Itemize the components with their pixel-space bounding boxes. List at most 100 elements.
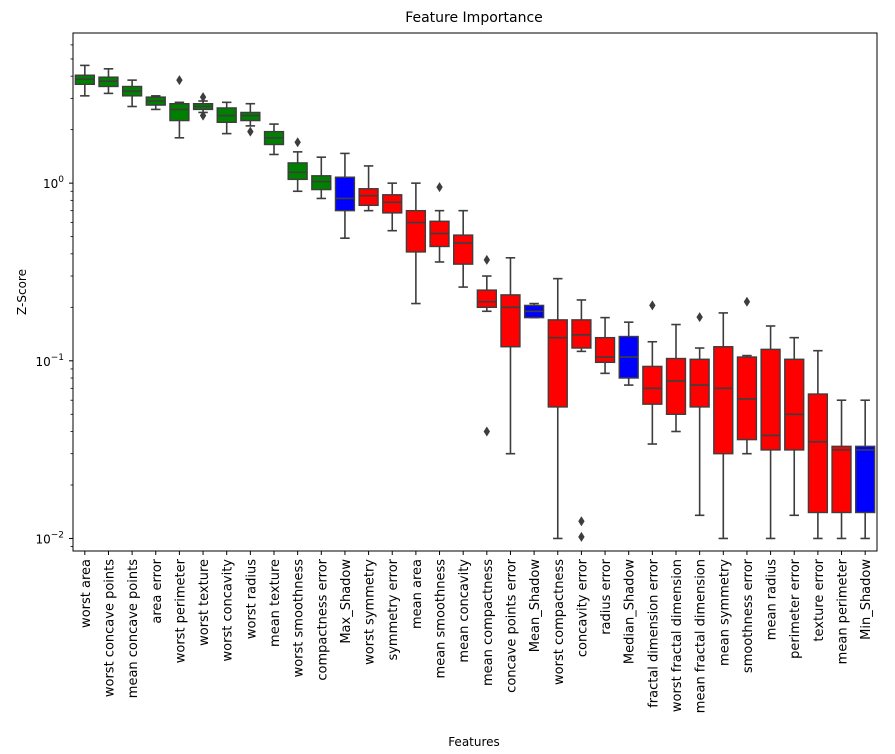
x-axis-label: Features bbox=[448, 735, 500, 749]
x-tick-label: texture error bbox=[812, 558, 827, 641]
box-iqr bbox=[240, 111, 261, 122]
x-tick-label: worst concave points bbox=[102, 559, 117, 697]
outlier-point bbox=[176, 75, 183, 86]
box-mean-compactness bbox=[476, 254, 497, 437]
box-iqr bbox=[855, 445, 876, 514]
box-iqr bbox=[547, 319, 568, 408]
x-tick-label: Max_Shadow bbox=[339, 559, 354, 644]
outlier-point bbox=[199, 110, 207, 121]
box-symmetry-error bbox=[382, 182, 403, 232]
box-iqr bbox=[405, 209, 427, 253]
box-worst-perimeter bbox=[169, 75, 190, 139]
box-radius-error bbox=[594, 316, 616, 375]
x-tick-label: worst perimeter bbox=[173, 558, 188, 663]
box-iqr bbox=[642, 365, 663, 405]
x-tick-label: worst area bbox=[79, 559, 94, 628]
x-tick-label: worst symmetry bbox=[363, 559, 378, 665]
y-tick-label: 10−1 bbox=[35, 353, 64, 369]
box-iqr bbox=[358, 188, 379, 207]
x-tick-label: mean radius bbox=[765, 559, 780, 640]
plot-frame bbox=[72, 32, 878, 552]
box-worst-radius bbox=[240, 102, 261, 137]
box-iqr bbox=[760, 348, 781, 451]
x-tick-label: perimeter error bbox=[788, 558, 803, 659]
outlier-point bbox=[578, 531, 585, 542]
x-tick-label: worst fractal dimension bbox=[670, 559, 685, 712]
x-tick-label: Median_Shadow bbox=[623, 559, 638, 664]
x-tick-label: concave points error bbox=[504, 558, 519, 692]
box-iqr bbox=[571, 319, 592, 349]
box-iqr bbox=[382, 194, 403, 214]
outlier-point bbox=[247, 126, 254, 137]
y-axis: 10−2 10−1 100 bbox=[35, 44, 73, 547]
box-worst-texture bbox=[192, 92, 214, 121]
x-tick-label: mean concave points bbox=[126, 559, 141, 698]
box-iqr bbox=[594, 336, 616, 364]
box-iqr bbox=[784, 358, 805, 451]
x-tick-label: compactness error bbox=[315, 558, 330, 680]
outlier-point bbox=[436, 182, 443, 193]
box-mean-fractal-dimension bbox=[689, 312, 710, 517]
box-iqr bbox=[476, 289, 497, 309]
outlier-point bbox=[294, 137, 301, 148]
box-mean-symmetry bbox=[713, 312, 734, 540]
x-tick-label: worst radius bbox=[244, 559, 259, 639]
x-tick-label: worst texture bbox=[197, 559, 212, 646]
boxplot-series bbox=[74, 64, 876, 542]
x-tick-label: fractal dimension error bbox=[646, 558, 661, 707]
box-fractal-dimension-error bbox=[642, 300, 663, 445]
box-iqr bbox=[500, 294, 521, 348]
box-worst-fractal-dimension bbox=[665, 323, 687, 433]
x-tick-label: worst compactness bbox=[552, 559, 567, 685]
box-mean-concave-points bbox=[121, 79, 143, 108]
x-tick-label: mean compactness bbox=[481, 559, 496, 686]
x-tick-label: Mean_Shadow bbox=[528, 559, 543, 653]
box-iqr bbox=[831, 445, 852, 514]
y-tick-label: 100 bbox=[43, 175, 64, 191]
x-tick-label: worst concavity bbox=[221, 559, 236, 662]
x-tick-label: concavity error bbox=[575, 558, 590, 657]
box-concave-points-error bbox=[500, 256, 521, 455]
box-mean-smoothness bbox=[429, 182, 450, 263]
y-tick-label: 10−2 bbox=[35, 530, 64, 546]
x-axis-tick-labels: worst area worst concave points mean conca… bbox=[79, 551, 874, 713]
x-tick-label: symmetry error bbox=[386, 558, 401, 660]
box-min-shadow bbox=[855, 399, 876, 540]
box-smoothness-error bbox=[736, 296, 758, 455]
x-tick-label: mean perimeter bbox=[836, 558, 851, 664]
box-iqr bbox=[453, 234, 474, 265]
box-compactness-error bbox=[311, 156, 332, 200]
box-area-error bbox=[145, 95, 166, 111]
x-tick-label: mean fractal dimension bbox=[694, 559, 709, 713]
x-tick-label: smoothness error bbox=[741, 558, 756, 673]
box-iqr bbox=[334, 176, 356, 212]
x-tick-label: mean texture bbox=[268, 559, 283, 647]
box-worst-concave-points bbox=[98, 68, 119, 95]
outlier-point bbox=[483, 254, 491, 265]
box-mean-area bbox=[405, 182, 427, 305]
box-median-shadow bbox=[618, 321, 639, 386]
x-tick-label: mean symmetry bbox=[717, 559, 732, 666]
box-texture-error bbox=[807, 349, 829, 540]
y-axis-label: Z-Score bbox=[15, 269, 29, 315]
box-worst-concavity bbox=[216, 101, 237, 135]
box-iqr bbox=[807, 393, 829, 514]
x-tick-label: radius error bbox=[599, 558, 614, 634]
box-mean-perimeter bbox=[831, 399, 852, 540]
box-iqr bbox=[287, 162, 308, 181]
x-tick-label: mean area bbox=[410, 559, 425, 629]
box-iqr bbox=[689, 358, 710, 408]
outlier-point bbox=[199, 92, 207, 103]
x-tick-label: worst smoothness bbox=[292, 559, 307, 678]
box-worst-compactness bbox=[547, 277, 568, 540]
outlier-point bbox=[578, 516, 585, 527]
box-mean-concavity bbox=[453, 209, 474, 288]
box-mean-radius bbox=[760, 325, 781, 540]
box-concavity-error bbox=[571, 299, 592, 542]
box-mean-shadow bbox=[523, 302, 545, 319]
box-worst-area bbox=[74, 64, 95, 97]
x-tick-label: mean smoothness bbox=[434, 559, 449, 679]
box-mean-texture bbox=[263, 123, 285, 156]
box-worst-smoothness bbox=[287, 137, 308, 193]
